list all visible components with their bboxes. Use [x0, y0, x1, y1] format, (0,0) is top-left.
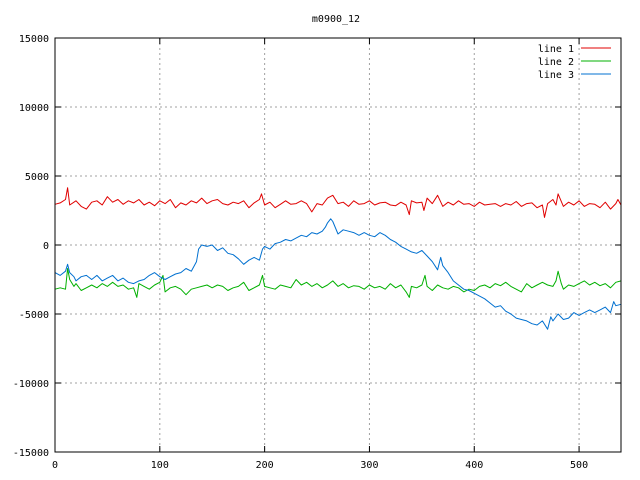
legend-label: line 2 — [538, 57, 574, 68]
y-tick-label: 0 — [43, 241, 49, 252]
x-tick-label: 500 — [570, 460, 588, 471]
x-tick-label: 200 — [256, 460, 274, 471]
chart-title: m0900_12 — [312, 14, 360, 25]
x-tick-label: 100 — [151, 460, 169, 471]
y-tick-label: -15000 — [13, 448, 49, 459]
x-tick-label: 300 — [360, 460, 378, 471]
legend-label: line 3 — [538, 70, 574, 81]
x-tick-label: 400 — [465, 460, 483, 471]
legend-label: line 1 — [538, 44, 574, 55]
y-tick-label: 10000 — [19, 103, 49, 114]
y-tick-label: 15000 — [19, 34, 49, 45]
series-line-2 — [54, 268, 622, 298]
y-tick-label: -5000 — [19, 310, 49, 321]
series-lines — [54, 187, 622, 330]
x-axis: 0 100 200 300 400 500 — [52, 38, 588, 471]
grid — [55, 38, 621, 452]
series-line-3 — [54, 218, 622, 330]
series-line-1 — [54, 187, 622, 218]
y-axis: 15000 10000 5000 0 -5000 -10000 -15000 — [13, 34, 621, 459]
y-tick-label: -10000 — [13, 379, 49, 390]
y-tick-label: 5000 — [25, 172, 49, 183]
x-tick-label: 0 — [52, 460, 58, 471]
legend: line 1 line 2 line 3 — [538, 44, 611, 81]
